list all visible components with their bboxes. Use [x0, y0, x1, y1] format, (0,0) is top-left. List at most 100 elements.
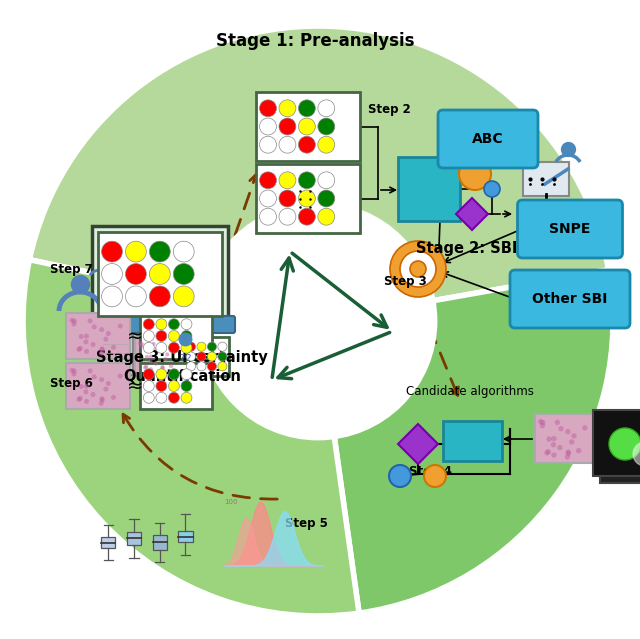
Text: Stage 1: Pre-analysis: Stage 1: Pre-analysis	[216, 32, 414, 50]
Circle shape	[145, 355, 149, 359]
Circle shape	[181, 381, 192, 392]
Circle shape	[207, 362, 216, 371]
Circle shape	[168, 381, 179, 392]
Circle shape	[125, 241, 147, 262]
Circle shape	[72, 321, 77, 327]
Circle shape	[565, 429, 570, 435]
Circle shape	[279, 118, 296, 135]
Circle shape	[173, 264, 194, 284]
Circle shape	[156, 381, 167, 392]
Circle shape	[318, 172, 335, 189]
Circle shape	[77, 396, 83, 401]
Circle shape	[168, 369, 179, 380]
Circle shape	[143, 330, 154, 341]
Circle shape	[484, 181, 500, 197]
Text: Other SBI: Other SBI	[532, 292, 608, 306]
Wedge shape	[23, 259, 359, 616]
Circle shape	[149, 367, 153, 371]
Circle shape	[138, 341, 142, 346]
Circle shape	[143, 369, 154, 380]
Bar	[101, 537, 115, 548]
Circle shape	[260, 190, 276, 207]
Circle shape	[99, 401, 104, 406]
Circle shape	[99, 346, 104, 351]
Circle shape	[155, 347, 159, 351]
Circle shape	[207, 352, 216, 361]
Circle shape	[218, 362, 227, 371]
Circle shape	[156, 319, 167, 330]
Circle shape	[168, 392, 179, 403]
Circle shape	[318, 208, 335, 225]
Circle shape	[118, 374, 123, 378]
Circle shape	[161, 365, 164, 369]
Circle shape	[169, 364, 173, 368]
Circle shape	[181, 369, 192, 380]
Text: Step 7: Step 7	[50, 263, 93, 275]
Text: Candidate algorithms: Candidate algorithms	[406, 385, 534, 397]
Circle shape	[298, 190, 316, 207]
Circle shape	[566, 449, 571, 455]
Circle shape	[143, 381, 154, 392]
Circle shape	[102, 264, 122, 284]
Circle shape	[99, 327, 104, 332]
Circle shape	[104, 387, 108, 392]
Circle shape	[144, 365, 148, 369]
Circle shape	[125, 264, 147, 284]
FancyBboxPatch shape	[92, 226, 228, 322]
Circle shape	[143, 319, 154, 330]
Circle shape	[156, 330, 167, 341]
Circle shape	[165, 352, 170, 357]
Circle shape	[106, 331, 111, 336]
Circle shape	[168, 343, 179, 353]
Circle shape	[609, 428, 640, 460]
Circle shape	[156, 369, 167, 380]
Text: Step 3: Step 3	[384, 275, 427, 288]
Circle shape	[111, 395, 116, 400]
Circle shape	[161, 366, 164, 370]
Circle shape	[84, 334, 89, 339]
FancyBboxPatch shape	[256, 92, 360, 161]
Circle shape	[83, 389, 88, 394]
Text: Step 2: Step 2	[368, 104, 411, 116]
FancyBboxPatch shape	[99, 335, 133, 375]
Circle shape	[557, 445, 563, 450]
Circle shape	[168, 330, 179, 341]
Circle shape	[76, 347, 81, 352]
Circle shape	[633, 442, 640, 466]
Circle shape	[298, 136, 316, 153]
Text: Stage 3: Uncertainty
Quantification: Stage 3: Uncertainty Quantification	[96, 350, 268, 385]
Circle shape	[92, 325, 97, 329]
Circle shape	[389, 465, 411, 487]
Circle shape	[150, 264, 170, 284]
Circle shape	[551, 452, 557, 458]
Bar	[179, 531, 193, 543]
Circle shape	[173, 241, 194, 262]
Circle shape	[279, 136, 296, 153]
Circle shape	[143, 343, 154, 353]
Circle shape	[156, 392, 167, 403]
Circle shape	[76, 397, 81, 402]
Circle shape	[390, 241, 446, 297]
Circle shape	[168, 319, 179, 330]
Circle shape	[260, 118, 276, 135]
Circle shape	[102, 241, 122, 262]
Circle shape	[540, 420, 545, 425]
Text: Step 5: Step 5	[285, 516, 328, 530]
Circle shape	[143, 366, 147, 370]
FancyBboxPatch shape	[256, 164, 360, 233]
Text: Stage 2: SBI stage: Stage 2: SBI stage	[415, 242, 568, 256]
Circle shape	[551, 436, 557, 442]
FancyBboxPatch shape	[85, 316, 235, 333]
Circle shape	[77, 346, 83, 351]
Circle shape	[173, 286, 194, 307]
Circle shape	[298, 118, 316, 135]
Circle shape	[298, 172, 316, 189]
Circle shape	[558, 426, 564, 431]
Text: ≈: ≈	[127, 327, 143, 346]
Circle shape	[186, 362, 196, 371]
Circle shape	[72, 369, 77, 374]
Circle shape	[538, 419, 543, 424]
Circle shape	[279, 100, 296, 117]
Circle shape	[163, 357, 168, 361]
Circle shape	[400, 251, 436, 287]
